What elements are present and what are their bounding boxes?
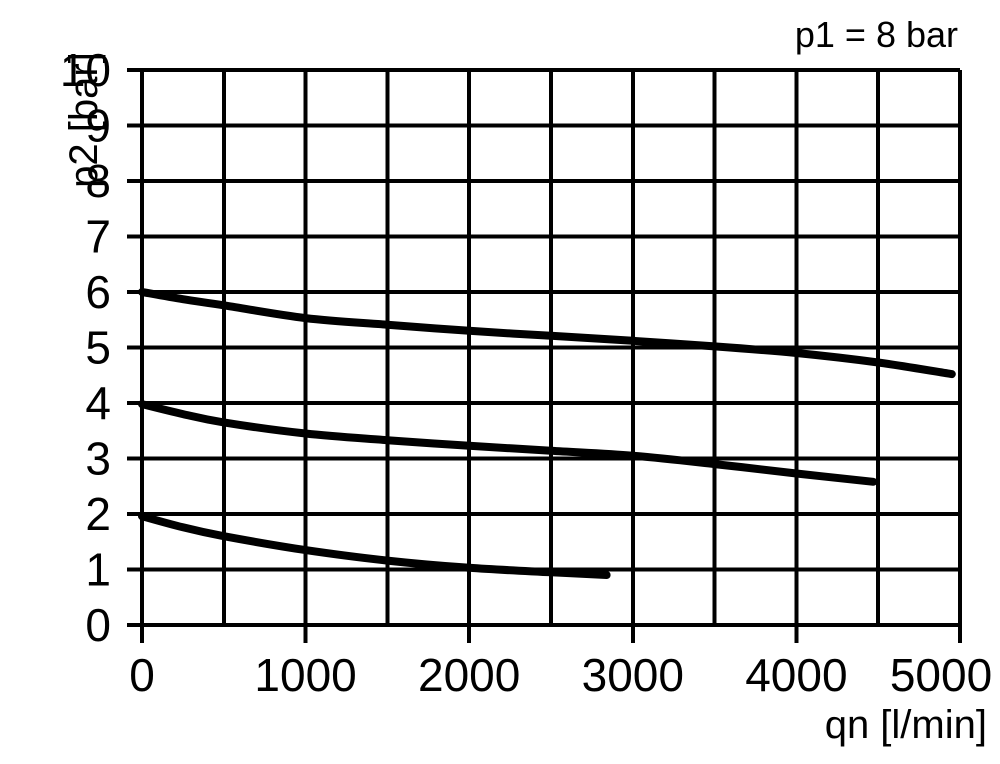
y-tick-label: 8	[85, 155, 111, 207]
y-tick-label: 2	[85, 488, 111, 540]
curve-set-pressure-6-bar	[138, 288, 956, 379]
y-tick-label: 10	[60, 44, 111, 96]
inlet-pressure-annotation: p1 = 8 bar	[795, 14, 958, 55]
y-tick-label: 1	[85, 544, 111, 596]
x-axis-label: qn [l/min]	[825, 703, 987, 747]
y-tick-label: 0	[85, 599, 111, 651]
x-tick-label: 1000	[254, 649, 356, 701]
x-tick-label: 0	[129, 649, 155, 701]
x-tick-label: 2000	[418, 649, 520, 701]
x-tick-label: 4000	[745, 649, 847, 701]
x-tick-label: 5000	[890, 649, 992, 701]
y-tick-label: 4	[85, 377, 111, 429]
curve-set-pressure-4-bar	[138, 400, 878, 486]
y-axis-label: p2 [bar]	[62, 52, 106, 188]
y-tick-label: 9	[85, 100, 111, 152]
x-tick-label: 3000	[582, 649, 684, 701]
y-tick-label: 7	[85, 211, 111, 263]
y-tick-label: 5	[85, 322, 111, 374]
y-tick-label: 6	[85, 266, 111, 318]
y-tick-label: 3	[85, 433, 111, 485]
curve-set-pressure-2-bar	[138, 512, 611, 579]
curve-layer	[138, 288, 956, 579]
grid-layer	[127, 68, 962, 643]
